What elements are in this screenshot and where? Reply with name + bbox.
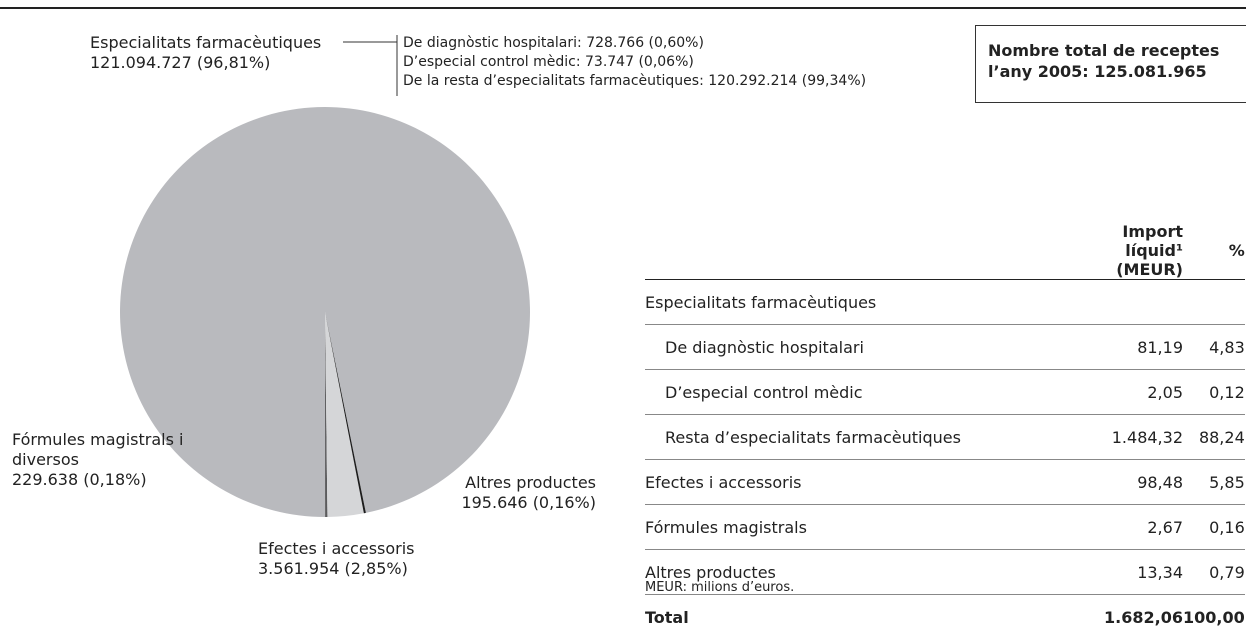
summary-line: Nombre total de receptes xyxy=(988,40,1246,61)
row-label: Especialitats farmacèutiques xyxy=(645,280,1065,325)
row-label: De diagnòstic hospitalari xyxy=(645,325,1065,370)
cell xyxy=(1065,280,1183,325)
header-cell: Import líquid¹ (MEUR) xyxy=(1065,222,1183,280)
annotation: De la resta d’especialitats farmacèutiqu… xyxy=(403,72,866,91)
cell: 2,67 xyxy=(1065,505,1183,550)
label-name: Especialitats farmacèutiques xyxy=(90,33,321,53)
summary-line: l’any 2005: 125.081.965 xyxy=(988,61,1246,82)
header-cell xyxy=(645,222,1065,280)
cell: 1.484,32 xyxy=(1065,415,1183,460)
cell: 98,48 xyxy=(1065,460,1183,505)
cell: 5,85 xyxy=(1183,460,1245,505)
cell: 81,19 xyxy=(1065,325,1183,370)
cell: 0,16 xyxy=(1183,505,1245,550)
label-name: Altres productes xyxy=(420,473,596,493)
label-value: 229.638 (0,18%) xyxy=(12,470,202,490)
cell: 100,00 xyxy=(1183,595,1245,639)
annotation: D’especial control mèdic: 73.747 (0,06%) xyxy=(403,53,694,72)
cell: 4,83 xyxy=(1183,325,1245,370)
cell: 0,12 xyxy=(1183,370,1245,415)
cell: 88,24 xyxy=(1183,415,1245,460)
cell: 2,05 xyxy=(1065,370,1183,415)
footnote: MEUR: milions d’euros. xyxy=(645,580,794,595)
row-label: Total xyxy=(645,595,1065,639)
annotation: De diagnòstic hospitalari: 728.766 (0,60… xyxy=(403,34,704,53)
data-table: Import líquid¹ (MEUR)%Especialitats farm… xyxy=(645,222,1245,639)
label-value: 3.561.954 (2,85%) xyxy=(258,559,415,579)
header-cell: % xyxy=(1183,222,1245,280)
cell: 0,79 xyxy=(1183,550,1245,595)
row-label: Fórmules magistrals xyxy=(645,505,1065,550)
table-row: Especialitats farmacèutiques xyxy=(645,280,1245,325)
label-name: Efectes i accessoris xyxy=(258,539,415,559)
label-name: Fórmules magistrals i diversos xyxy=(12,430,202,470)
row-label: Efectes i accessoris xyxy=(645,460,1065,505)
label-value: 195.646 (0,16%) xyxy=(420,493,596,513)
header-row: Import líquid¹ (MEUR)% xyxy=(645,222,1245,280)
label-value: 121.094.727 (96,81%) xyxy=(90,53,321,73)
cell: 1.682,06 xyxy=(1065,595,1183,639)
row-label: D’especial control mèdic xyxy=(645,370,1065,415)
cell xyxy=(1183,280,1245,325)
cell: 13,34 xyxy=(1065,550,1183,595)
row-label: Resta d’especialitats farmacèutiques xyxy=(645,415,1065,460)
